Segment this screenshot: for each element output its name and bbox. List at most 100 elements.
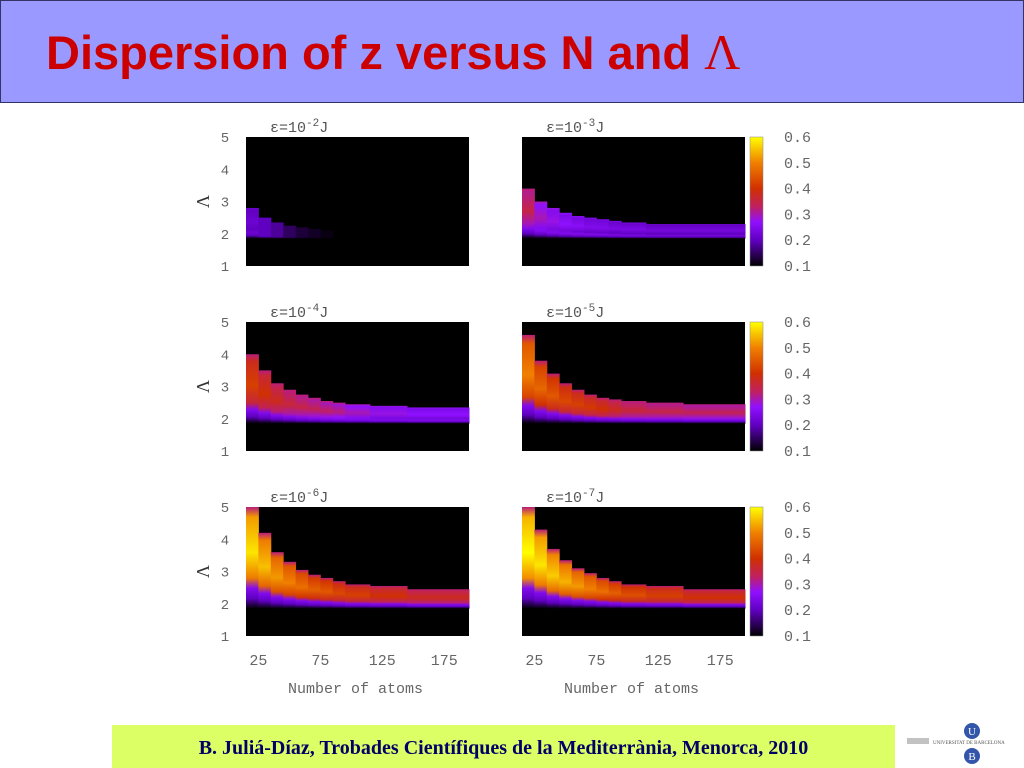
heatmap-cell-column (683, 589, 746, 609)
heatmap-cell-column (258, 370, 272, 424)
heatmap-cell-column (369, 586, 408, 609)
heatmap-cell-column (522, 507, 535, 609)
colorbar-tick-label: 0.1 (784, 259, 811, 276)
colorbar-tick-label: 0.4 (784, 552, 811, 569)
svg-text:UNIVERSITAT DE BARCELONA: UNIVERSITAT DE BARCELONA (933, 741, 1005, 746)
heatmap-cell-column (283, 561, 297, 609)
colorbar-tick-label: 0.3 (784, 577, 811, 594)
heatmap-cell-column (683, 404, 746, 424)
heatmap-cell-column (295, 227, 309, 239)
heatmap-panel: ε=10-3J 0.6 0.5 0.4 0.3 0.2 0.1 (522, 118, 811, 276)
heatmap-cell-column (295, 394, 309, 424)
heatmap-cell-column (596, 397, 610, 424)
panel-label: ε=10-6J (270, 488, 328, 507)
y-tick-label: 5 (221, 501, 229, 517)
plot-area (522, 137, 745, 266)
y-axis-label: Λ (193, 380, 213, 393)
y-tick-label: 2 (221, 228, 229, 244)
x-tick-label: 175 (431, 653, 458, 670)
heatmap-cell-column (583, 573, 597, 609)
heatmap-cell-column (534, 360, 548, 424)
panel-label: ε=10-7J (546, 488, 604, 507)
heatmap-cell-column (645, 586, 684, 609)
colorbar-tick-label: 0.6 (784, 315, 811, 332)
slide-header: Dispersion of z versus N and Λ (0, 0, 1024, 103)
heatmap-cell-column (571, 568, 585, 609)
heatmap-panel: ε=10-5J 0.6 0.5 0.4 0.3 0.2 0.1 (522, 303, 811, 461)
svg-text:U: U (968, 726, 976, 738)
panel-label: ε=10-3J (546, 118, 604, 137)
heatmap-cell-column (332, 402, 346, 424)
heatmap-cell-column (283, 389, 297, 424)
heatmap-cell-column (270, 383, 284, 424)
heatmap-cell-column (559, 560, 573, 609)
heatmap-cell-column (571, 389, 585, 424)
colorbar-tick-label: 0.5 (784, 341, 811, 358)
colorbar-tick-label: 0.2 (784, 418, 811, 435)
y-tick-label: 4 (221, 348, 229, 364)
heatmap-cell-column (258, 532, 272, 609)
heatmap-cell-column (546, 207, 560, 239)
y-tick-label: 4 (221, 533, 229, 549)
colorbar-tick-label: 0.5 (784, 526, 811, 543)
heatmap-panel: ε=10-6J 1 2 3 4 5 Λ 25 75 125 175 Number of atoms (193, 488, 470, 698)
heatmap-cell-column (345, 404, 371, 424)
lambda-symbol: Λ (704, 24, 741, 80)
y-tick-label: 3 (221, 566, 229, 582)
heatmap-cell-column (546, 548, 560, 609)
colorbar-tick-label: 0.3 (784, 392, 811, 409)
panel-label: ε=10-4J (270, 303, 328, 322)
heatmap-cell-column (295, 569, 309, 609)
y-tick-label: 1 (221, 445, 229, 461)
heatmap-cell-column (583, 217, 597, 239)
x-tick-label: 75 (587, 653, 605, 670)
heatmap-panel: ε=10-2J 1 2 3 4 5 Λ (193, 118, 469, 276)
footer-citation: B. Juliá-Díaz, Trobades Científiques de … (198, 737, 809, 759)
heatmap-cell-column (258, 217, 272, 239)
heatmap-cell-column (559, 212, 573, 239)
heatmap-cell-column (320, 577, 334, 609)
title-text: Dispersion of z versus N and (46, 26, 692, 79)
panel-label: ε=10-2J (270, 118, 328, 137)
heatmap-cell-column (407, 589, 470, 609)
heatmap-cell-column (283, 225, 297, 239)
heatmap-panel: ε=10-7J 25 75 125 175 Number of atoms 0.6 0.5 0.… (522, 488, 811, 698)
colorbar (749, 321, 764, 452)
x-tick-label: 25 (249, 653, 267, 670)
colorbar-tick-label: 0.4 (784, 367, 811, 384)
heatmap-cell-column (246, 507, 259, 609)
y-tick-label: 1 (221, 630, 229, 646)
heatmap-cell-column (307, 228, 321, 239)
y-tick-label: 5 (221, 131, 229, 147)
x-axis-label: Number of atoms (288, 681, 423, 698)
heatmap-cell-column (407, 407, 470, 424)
colorbar (749, 136, 764, 267)
y-axis-label: Λ (193, 195, 213, 208)
x-tick-label: 175 (707, 653, 734, 670)
colorbar-tick-label: 0.1 (784, 629, 811, 646)
heatmap-cell-column (345, 584, 371, 609)
heatmap-cell-column (270, 222, 284, 239)
university-logo: UNIVERSITAT DE BARCELONA U B (907, 723, 1005, 764)
plot-area (246, 137, 469, 266)
svg-text:B: B (968, 751, 975, 763)
colorbar (749, 506, 764, 637)
heatmap-cell-column (320, 230, 334, 239)
heatmap-cell-column (270, 552, 284, 609)
heatmap-cell-column (546, 373, 560, 424)
heatmap-panel: ε=10-4J 1 2 3 4 5 Λ (193, 303, 470, 461)
colorbar-tick-label: 0.1 (784, 444, 811, 461)
colorbar-tick-label: 0.5 (784, 156, 811, 173)
y-axis-label: Λ (193, 565, 213, 578)
panel-label: ε=10-5J (546, 303, 604, 322)
heatmap-cell-column (596, 219, 610, 239)
y-tick-label: 1 (221, 260, 229, 276)
heatmap-cell-column (683, 224, 746, 239)
y-tick-label: 2 (221, 598, 229, 614)
y-tick-label: 5 (221, 316, 229, 332)
x-axis-label: Number of atoms (564, 681, 699, 698)
heatmap-cell-column (621, 584, 647, 609)
heatmap-cell-column (608, 581, 622, 609)
y-tick-label: 2 (221, 413, 229, 429)
